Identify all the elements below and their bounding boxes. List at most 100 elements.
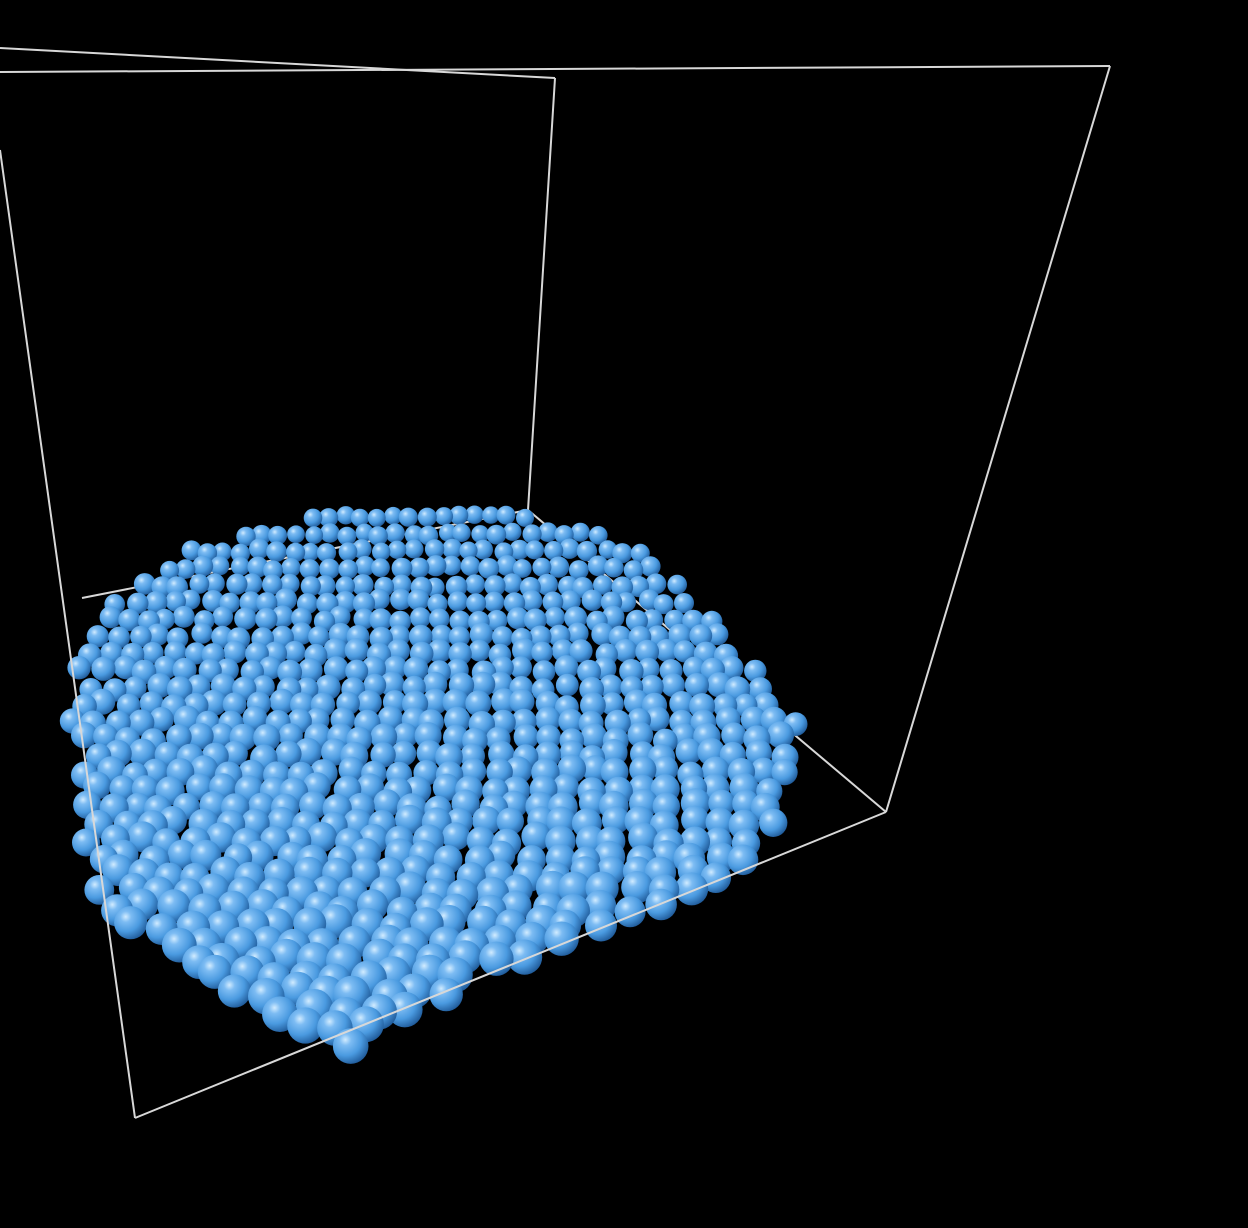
particle-sphere (628, 822, 658, 853)
particle-sphere (258, 656, 282, 680)
particle-sphere (222, 740, 248, 767)
particle-sphere (478, 558, 500, 579)
particle-sphere (425, 555, 447, 577)
particle-sphere (253, 724, 281, 752)
particle-sphere (521, 590, 543, 612)
particle-sphere (689, 624, 713, 647)
particle-sphere (263, 560, 283, 581)
particle-sphere (355, 555, 376, 577)
particle-sphere (471, 525, 490, 543)
particle-sphere (145, 591, 168, 614)
particle-sphere (516, 508, 534, 527)
particle-sphere (580, 692, 606, 719)
particle-sphere (706, 623, 729, 646)
particle-sphere (470, 671, 496, 697)
particle-sphere (512, 559, 532, 578)
particle-sphere (452, 523, 471, 542)
particle-sphere (568, 560, 589, 580)
particle-sphere (538, 522, 558, 542)
particle-sphere (589, 526, 608, 545)
particle-sphere (234, 607, 257, 630)
particle-sphere (468, 639, 491, 662)
particle-sphere (434, 507, 454, 526)
particle-sphere (604, 557, 624, 578)
particle-sphere (612, 543, 633, 564)
particle-sphere (319, 558, 340, 580)
particle-sphere (281, 558, 301, 578)
particle-sphere (268, 525, 288, 545)
particle-sphere (236, 526, 256, 547)
particle-sphere (293, 737, 322, 766)
particle-sphere (286, 542, 306, 563)
particle-sphere (398, 507, 418, 527)
particle-sphere (186, 674, 211, 699)
particle-sphere (370, 723, 398, 751)
particle-sphere (356, 690, 382, 716)
particle-sphere (384, 506, 403, 525)
particle-sphere (501, 573, 523, 594)
particle-sphere (127, 592, 149, 614)
particle-sphere (521, 821, 551, 851)
particle-sphere (465, 505, 484, 524)
particle-sphere (133, 573, 156, 595)
particle-sphere (99, 606, 122, 629)
particle-sphere (247, 556, 269, 578)
particle-sphere (554, 655, 579, 680)
particle-sphere (407, 588, 430, 611)
particle-sphere (652, 756, 679, 782)
particle-sphere (429, 608, 450, 630)
particle-sphere (277, 659, 303, 685)
particle-sphere (391, 740, 417, 767)
particle-sphere (591, 622, 615, 646)
particle-sphere (525, 540, 545, 560)
particle-sphere (410, 607, 431, 629)
particle-sphere (118, 608, 141, 632)
particle-sphere (128, 738, 157, 767)
particle-sphere (559, 538, 580, 559)
particle-sphere (465, 574, 485, 595)
particle-sphere (496, 505, 516, 525)
particle-sphere (542, 591, 564, 613)
box-edge-back-vertical (527, 77, 556, 511)
particle-sphere (242, 705, 268, 731)
particle-sphere (439, 523, 457, 542)
particle-sphere (449, 610, 471, 632)
particle-sphere (335, 576, 355, 596)
particle-sphere (114, 906, 148, 940)
particle-sphere (408, 557, 430, 579)
particle-sphere (379, 671, 405, 697)
particle-sphere (424, 539, 445, 559)
particle-sphere (460, 556, 481, 576)
simulation-box-front (0, 65, 1111, 1119)
particle-sphere (390, 588, 412, 611)
particle-sphere (130, 625, 152, 648)
particle-sphere (391, 557, 413, 579)
particle-sphere (300, 576, 321, 597)
particle-sphere (274, 588, 297, 611)
particle-sphere (222, 692, 247, 717)
particle-sphere (767, 721, 795, 749)
particle-sphere (535, 706, 561, 733)
particle-sphere (368, 526, 388, 546)
particle-sphere (598, 674, 623, 699)
particle-sphere (496, 555, 518, 576)
particle-sphere (721, 722, 747, 748)
particle-sphere (181, 540, 202, 561)
particle-sphere (319, 508, 339, 528)
particle-sphere (513, 724, 539, 750)
particle-sphere (387, 540, 407, 559)
particle-sphere (576, 540, 598, 562)
particle-sphere (291, 607, 312, 629)
particle-sphere (372, 542, 391, 561)
particle-sphere (306, 822, 337, 853)
box-edge-top-front (0, 65, 1111, 73)
particle-sphere (544, 606, 566, 628)
particle-sphere (469, 622, 494, 647)
particle-sphere (191, 622, 213, 644)
particle-sphere (86, 625, 109, 648)
particle-sphere (231, 556, 250, 576)
particle-sphere (496, 807, 524, 835)
particle-sphere (506, 939, 543, 975)
particle-sphere (367, 508, 386, 527)
particle-sphere (569, 639, 593, 663)
